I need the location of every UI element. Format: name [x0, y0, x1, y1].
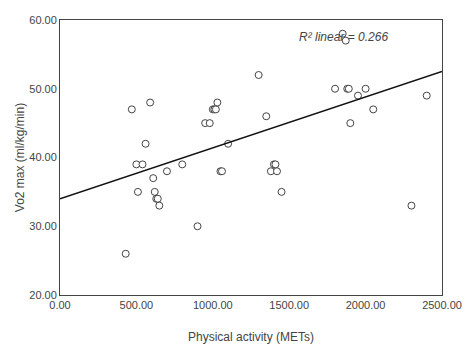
svg-text:30.00: 30.00 [29, 220, 57, 232]
svg-text:500.00: 500.00 [120, 299, 154, 311]
svg-text:Vo2 max (ml/kg/min): Vo2 max (ml/kg/min) [13, 103, 27, 212]
svg-text:1000.00: 1000.00 [193, 299, 233, 311]
svg-text:1500.00: 1500.00 [269, 299, 309, 311]
svg-text:2500.00: 2500.00 [422, 299, 462, 311]
svg-text:Physical activity (METs): Physical activity (METs) [188, 330, 314, 344]
svg-text:60.00: 60.00 [29, 14, 57, 26]
svg-text:40.00: 40.00 [29, 151, 57, 163]
svg-text:50.00: 50.00 [29, 83, 57, 95]
svg-text:20.00: 20.00 [29, 289, 57, 301]
svg-text:2000.00: 2000.00 [346, 299, 386, 311]
svg-text:0.00: 0.00 [49, 299, 70, 311]
svg-text:R² linear = 0.266: R² linear = 0.266 [299, 30, 388, 44]
